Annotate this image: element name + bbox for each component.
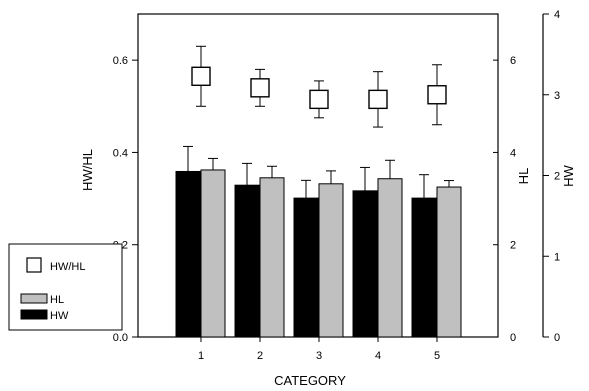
legend-label-hl: HL	[50, 294, 64, 306]
left-axis-tick-label: 0.4	[113, 147, 128, 159]
hw-axis-ticks: 0 1 2 3 4	[543, 9, 560, 344]
hl-bar	[259, 177, 285, 338]
hl-bar	[318, 183, 344, 338]
bars	[175, 145, 462, 338]
hw-axis-title: HW	[561, 164, 576, 186]
legend: HW/HL HL HW	[8, 243, 123, 331]
hl-axis-tick-label: 0	[510, 332, 516, 344]
ratio-markers	[191, 45, 447, 128]
hw-bar	[175, 170, 201, 338]
hl-axis-title: HL	[516, 168, 531, 185]
hw-axis-tick-label: 2	[554, 171, 560, 183]
hl-axis-tick-label: 6	[510, 55, 516, 67]
hw-bar	[234, 184, 260, 338]
x-axis-title: CATEGORY	[274, 373, 346, 388]
hl-bar	[200, 169, 226, 338]
hl-bar	[436, 186, 462, 338]
ratio-marker	[309, 89, 329, 110]
legend-swatch-hw	[20, 309, 48, 320]
ratio-marker	[250, 78, 270, 98]
ratio-marker	[427, 85, 447, 105]
hl-axis-tick-label: 4	[510, 147, 516, 159]
hw-axis-tick-label: 1	[554, 251, 560, 263]
ratio-marker	[368, 89, 388, 110]
hl-bar	[377, 178, 403, 338]
x-axis-tick-label: 3	[316, 350, 322, 362]
hl-axis-ticks: 0 2 4 6	[493, 55, 516, 344]
left-axis-tick-label: 0.0	[113, 332, 128, 344]
x-axis-ticks: 1 2 3 4 5	[198, 337, 440, 362]
x-axis-tick-label: 5	[434, 350, 440, 362]
hl-axis-tick-label: 2	[510, 240, 516, 252]
x-axis-tick-label: 2	[257, 350, 263, 362]
hw-axis-tick-label: 0	[554, 332, 560, 344]
legend-label-hw-hl: HW/HL	[50, 261, 85, 273]
x-axis-tick-label: 4	[375, 350, 381, 362]
x-axis-tick-label: 1	[198, 350, 204, 362]
hw-bar	[293, 197, 319, 338]
hw-axis-tick-label: 3	[554, 90, 560, 102]
hw-bar	[352, 190, 378, 338]
legend-swatch-hw-hl	[26, 257, 42, 273]
y-left-axis-title: HW/HL	[80, 149, 95, 191]
legend-swatch-hl	[20, 293, 48, 304]
left-axis-tick-label: 0.6	[113, 55, 128, 67]
legend-label-hw: HW	[50, 310, 69, 322]
hw-bar	[411, 197, 437, 338]
ratio-marker	[191, 66, 211, 86]
hw-axis-tick-label: 4	[554, 9, 560, 21]
